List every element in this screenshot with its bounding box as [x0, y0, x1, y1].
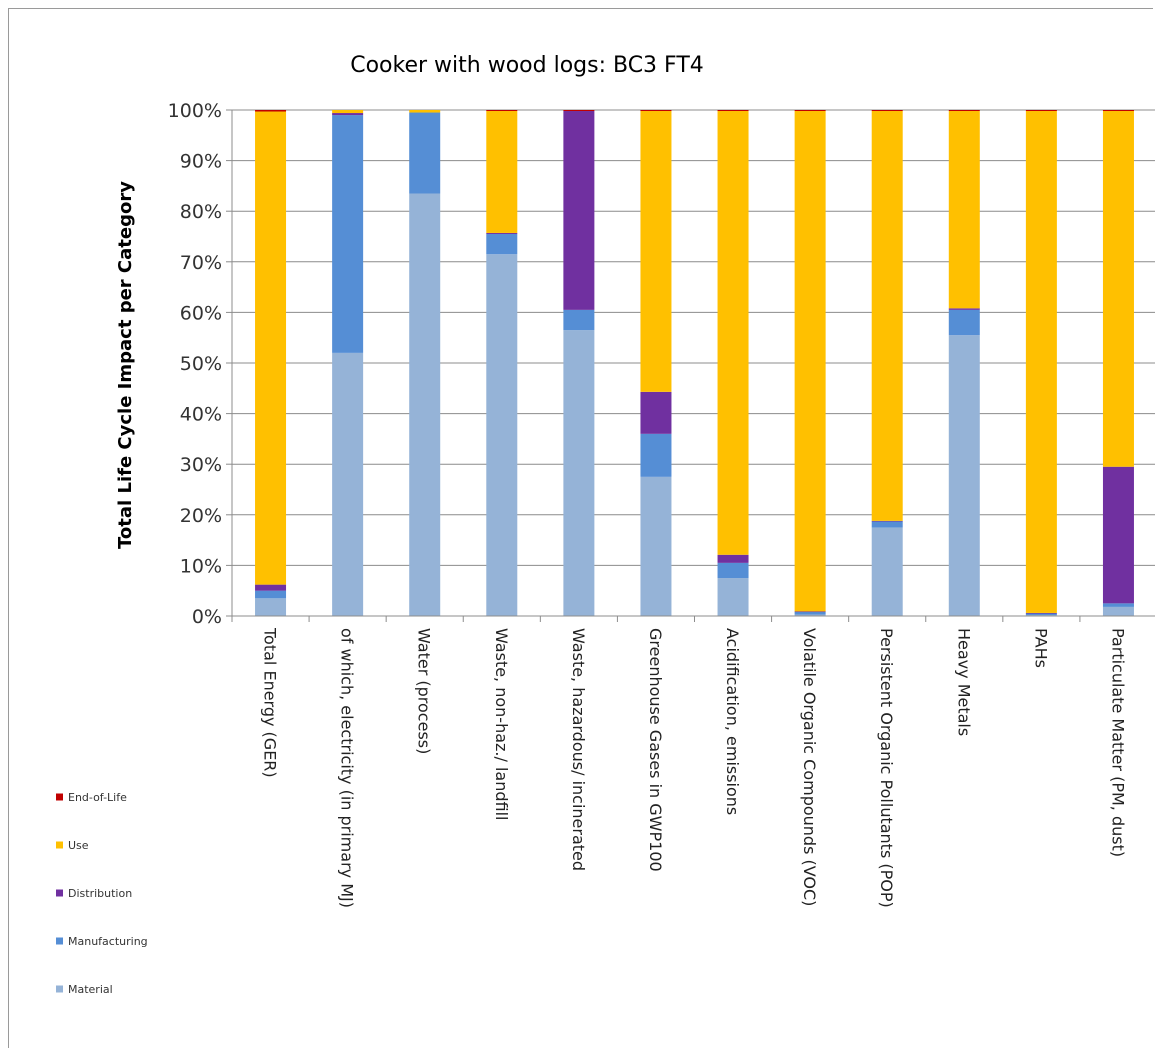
legend-label: Manufacturing	[68, 935, 148, 948]
bar-segment-use	[486, 111, 518, 233]
legend-swatch	[56, 889, 63, 897]
bar-segment-distribution	[640, 391, 672, 434]
legend: End-of-Life Use Distribution Manufacturing M…	[56, 791, 148, 996]
legend-label: End-of-Life	[68, 791, 127, 804]
bar-segment-manufacturing	[563, 309, 595, 331]
bar-segment-distribution	[332, 113, 364, 116]
legend-label: Use	[68, 839, 89, 852]
bar-segment-distribution	[948, 308, 980, 310]
x-tick-label: Particulate Matter (PM, dust)	[1108, 628, 1127, 857]
bar-segment-distribution	[794, 611, 826, 613]
x-tick-label: Waste, hazardous/ incinerated	[569, 628, 588, 871]
bar-segment-material	[1102, 606, 1134, 616]
legend-swatch	[56, 841, 63, 849]
bar-segment-manufacturing	[794, 611, 826, 615]
x-tick-label: Water (process)	[415, 628, 434, 754]
bar-segment-end-of-life	[255, 110, 287, 112]
bar-segment-manufacturing	[948, 309, 980, 336]
chart-frame	[8, 8, 1153, 1048]
x-tick-label: of which, electricity (in primary MJ)	[338, 628, 357, 908]
bar-segment-material	[640, 476, 672, 616]
bar-segment-material	[563, 330, 595, 616]
bar-segment-use	[255, 111, 287, 585]
bar-segment-use	[1102, 111, 1134, 467]
y-tick-label: 30%	[180, 454, 222, 476]
bar-segment-material	[1025, 614, 1057, 616]
y-tick-label: 80%	[180, 201, 222, 223]
bar-segment-end-of-life	[948, 110, 980, 112]
bar-segment-material	[948, 335, 980, 616]
bar-segment-distribution	[486, 232, 518, 234]
chart-title: Cooker with wood logs: BC3 FT4	[350, 53, 704, 78]
legend-swatch	[56, 793, 63, 801]
bar-segment-use	[332, 110, 364, 114]
bar-segment-manufacturing	[717, 562, 749, 579]
bar-segment-manufacturing	[486, 233, 518, 255]
y-tick-label: 100%	[168, 100, 222, 122]
x-tick-label: PAHs	[1031, 628, 1050, 668]
bar-segment-end-of-life	[717, 110, 749, 112]
x-tick-label: Total Energy (GER)	[261, 627, 280, 778]
bar-segment-distribution	[717, 554, 749, 563]
bar-segment-manufacturing	[1102, 603, 1134, 607]
bar-segment-use	[794, 111, 826, 612]
legend-label: Material	[68, 983, 113, 996]
bar-segment-use	[1025, 111, 1057, 613]
x-tick-label: Waste, non-haz./ landfill	[492, 628, 511, 821]
y-axis-label: Total Life Cycle Impact per Category	[115, 181, 136, 549]
bar-segment-use	[948, 111, 980, 309]
bar-segment-manufacturing	[255, 590, 287, 599]
bar-segment-material	[871, 527, 903, 616]
bar-segment-use	[871, 111, 903, 521]
bar-segment-end-of-life	[794, 110, 826, 112]
bar-segment-material	[409, 193, 441, 617]
bars	[255, 110, 1134, 617]
bar-segment-manufacturing	[409, 112, 441, 194]
gridlines	[232, 109, 1155, 617]
bar-segment-use	[640, 111, 672, 392]
bar-segment-end-of-life	[486, 110, 518, 112]
bar-segment-end-of-life	[871, 110, 903, 112]
bar-segment-distribution	[871, 520, 903, 522]
bar-segment-manufacturing	[1025, 613, 1057, 615]
y-tick-label: 90%	[180, 151, 222, 173]
bar-segment-use	[409, 110, 441, 113]
bar-segment-distribution	[1102, 466, 1134, 604]
bar-segment-material	[717, 578, 749, 616]
y-tick-label: 50%	[180, 353, 222, 375]
bar-segment-manufacturing	[640, 433, 672, 477]
bar-segment-distribution	[1025, 612, 1057, 614]
x-tick-label: Greenhouse Gases in GWP100	[646, 628, 665, 872]
x-tick-label: Persistent Organic Pollutants (POP)	[877, 628, 896, 908]
bar-segment-material	[332, 352, 364, 616]
bar-segment-end-of-life	[563, 110, 595, 112]
bar-segment-distribution	[563, 111, 595, 310]
x-tick-label: Volatile Organic Compounds (VOC)	[800, 628, 819, 906]
axes	[231, 110, 1155, 622]
legend-label: Distribution	[68, 887, 132, 900]
bar-segment-manufacturing	[332, 115, 364, 353]
y-tick-label: 70%	[180, 252, 222, 274]
y-tick-label: 40%	[180, 404, 222, 426]
y-tick-label: 10%	[180, 555, 222, 577]
bar-segment-distribution	[255, 584, 287, 591]
bar-segment-material	[255, 598, 287, 616]
bar-segment-end-of-life	[1102, 110, 1134, 112]
y-tick-label: 60%	[180, 302, 222, 324]
bar-segment-use	[717, 111, 749, 555]
bar-segment-material	[794, 614, 826, 616]
y-tick-label: 20%	[180, 505, 222, 527]
legend-swatch	[56, 985, 63, 993]
bar-segment-manufacturing	[871, 521, 903, 528]
bar-segment-material	[486, 254, 518, 616]
legend-swatch	[56, 937, 63, 945]
x-tick-label: Heavy Metals	[954, 628, 973, 736]
bar-segment-end-of-life	[1025, 110, 1057, 112]
y-axis-ticks: 0% 10% 20% 30% 40% 50% 60% 70% 80% 90% 100%	[168, 100, 232, 628]
x-tick-label: Acidification, emissions	[723, 628, 742, 815]
bar-segment-end-of-life	[640, 110, 672, 112]
y-tick-label: 0%	[192, 606, 222, 628]
x-axis-ticks: Total Energy (GER) of which, electricity …	[261, 627, 1128, 908]
